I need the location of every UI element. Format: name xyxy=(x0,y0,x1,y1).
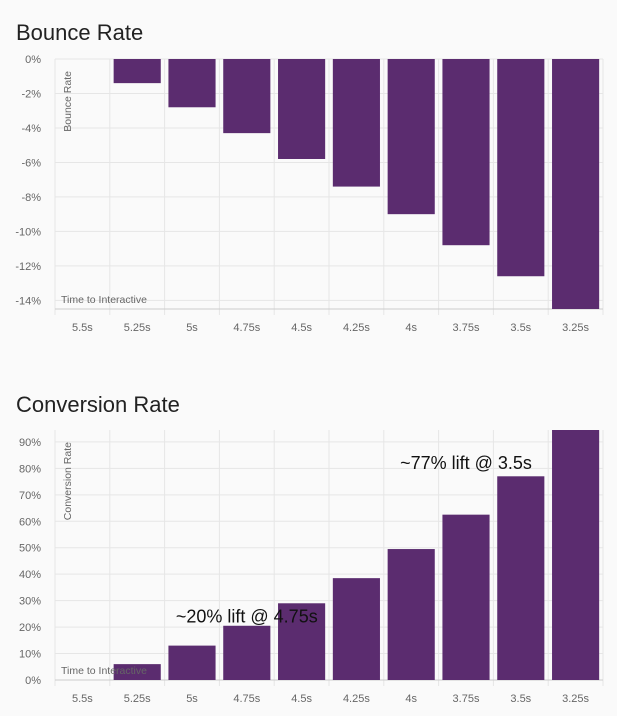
bar-3.75s xyxy=(442,514,490,680)
bar-4.5s xyxy=(278,59,326,159)
bar-3.25s xyxy=(552,430,600,680)
y-axis-label: Conversion Rate xyxy=(62,442,74,520)
y-tick-label: 20% xyxy=(19,622,41,634)
y-axis-label: Bounce Rate xyxy=(62,71,74,132)
x-tick-label: 4.5s xyxy=(291,693,312,705)
x-tick-label: 5.25s xyxy=(124,322,151,334)
bar-3.25s xyxy=(552,59,600,309)
bar-4.25s xyxy=(332,578,380,680)
y-tick-label: 50% xyxy=(19,543,41,555)
bar-4s xyxy=(387,549,435,680)
x-tick-label: 4s xyxy=(405,322,417,334)
bar-4.75s xyxy=(223,59,271,134)
y-tick-label: -2% xyxy=(21,88,41,100)
y-tick-label: -8% xyxy=(21,192,41,204)
bar-3.75s xyxy=(442,59,490,246)
bar-5s xyxy=(168,59,216,108)
x-tick-label: 3.5s xyxy=(510,322,531,334)
y-tick-label: 70% xyxy=(19,490,41,502)
x-tick-label: 4.75s xyxy=(233,693,260,705)
x-tick-label: 5s xyxy=(186,693,198,705)
x-tick-label: 3.25s xyxy=(562,693,589,705)
annotation: ~20% lift @ 4.75s xyxy=(176,607,318,627)
y-tick-label: 60% xyxy=(19,516,41,528)
conversion-rate-title: Conversion Rate xyxy=(16,392,180,417)
x-tick-label: 4.25s xyxy=(343,322,370,334)
y-tick-label: -12% xyxy=(15,261,41,273)
y-tick-label: -4% xyxy=(21,123,41,135)
y-tick-label: 40% xyxy=(19,569,41,581)
x-tick-label: 4.5s xyxy=(291,322,312,334)
x-tick-label: 4.75s xyxy=(233,322,260,334)
bounce-rate-chart: 0% -2% -4% -6% -8% -10% -12% -14% 5.5s 5.25s 5s 4.7… xyxy=(15,54,604,334)
x-tick-label: 4s xyxy=(405,693,417,705)
bar-3.5s xyxy=(497,59,545,277)
y-tick-label: -6% xyxy=(21,157,41,169)
x-tick-label: 3.5s xyxy=(510,693,531,705)
y-tick-label: 30% xyxy=(19,596,41,608)
bar-4.75s xyxy=(223,625,271,680)
x-tick-label: 3.25s xyxy=(562,322,589,334)
x-tick-label: 4.25s xyxy=(343,693,370,705)
bar-5.25s xyxy=(113,59,161,84)
y-tick-label: 90% xyxy=(19,437,41,449)
bounce-rate-title: Bounce Rate xyxy=(16,20,144,45)
y-tick-label: -14% xyxy=(15,295,41,307)
y-tick-label: 0% xyxy=(25,675,41,687)
x-axis-label: Time to Interactive xyxy=(61,294,147,306)
bar-3.5s xyxy=(497,476,545,680)
y-tick-label: 0% xyxy=(25,54,41,66)
x-axis-label: Time to Interactive xyxy=(61,665,147,677)
x-tick-label: 3.75s xyxy=(453,322,480,334)
y-tick-label: 80% xyxy=(19,463,41,475)
bar-4.5s xyxy=(278,603,326,680)
x-tick-label: 5.25s xyxy=(124,693,151,705)
bar-4s xyxy=(387,59,435,215)
y-tick-label: 10% xyxy=(19,649,41,661)
y-tick-label: -10% xyxy=(15,226,41,238)
bar-5s xyxy=(168,645,216,680)
bar-5.25s xyxy=(113,664,161,680)
bar-4.25s xyxy=(332,59,380,187)
x-tick-label: 5.5s xyxy=(72,693,93,705)
x-tick-label: 3.75s xyxy=(453,693,480,705)
x-tick-label: 5s xyxy=(186,322,198,334)
x-tick-label: 5.5s xyxy=(72,322,93,334)
annotation: ~77% lift @ 3.5s xyxy=(400,453,532,473)
